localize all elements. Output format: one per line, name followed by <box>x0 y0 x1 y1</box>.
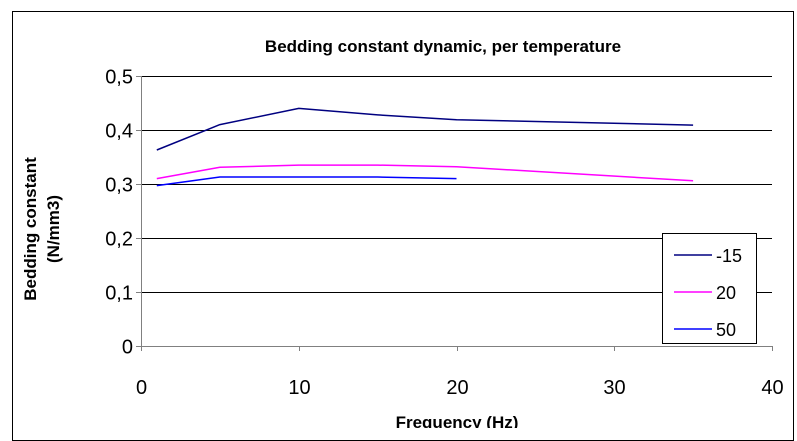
x-tick-label: 30 <box>603 377 625 399</box>
legend-label-2: 50 <box>716 320 736 340</box>
y-axis-label-line1: Bedding constant <box>21 157 40 301</box>
line-chart: 0 0,1 0,2 0,3 0,4 0,5 0 10 20 30 40 Bedding consta… <box>0 0 797 428</box>
x-tick-label: 20 <box>446 377 468 399</box>
x-tick-label: 10 <box>288 377 310 399</box>
chart-title: Bedding constant dynamic, per temperatur… <box>265 37 621 56</box>
y-axis-label-line2: (N/mm3) <box>44 195 63 263</box>
y-tick-label: 0,1 <box>105 283 133 305</box>
y-tick-label: 0,5 <box>105 67 133 89</box>
x-axis-label: Frequency (Hz) <box>396 413 519 428</box>
y-tick-label: 0,4 <box>105 121 133 143</box>
y-tick-label: 0,3 <box>105 175 133 197</box>
legend-label-0: -15 <box>716 246 742 266</box>
x-tick-label: 0 <box>136 377 147 399</box>
x-tick-label: 40 <box>761 377 783 399</box>
y-axis-label: Bedding constant (N/mm3) <box>21 157 63 301</box>
legend-label-1: 20 <box>716 283 736 303</box>
y-tick-label: 0,2 <box>105 229 133 251</box>
y-tick-label: 0 <box>122 337 133 359</box>
legend-box <box>663 234 757 344</box>
legend: -15 20 50 <box>663 234 757 344</box>
